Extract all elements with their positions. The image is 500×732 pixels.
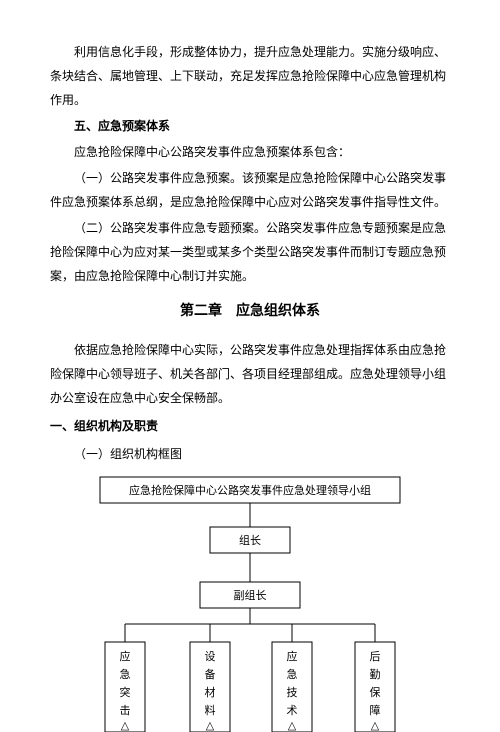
- node-b2-c3: 料: [205, 703, 216, 717]
- chapter-heading: 第二章 应急组织体系: [50, 298, 450, 326]
- paragraph-intro: 利用信息化手段，形成整体协力，提升应急处理能力。实施分级响应、条块结合、属地管理…: [50, 40, 450, 112]
- node-b2-c1: 备: [205, 667, 216, 681]
- node-b2-c2: 材: [205, 685, 216, 699]
- org-chart-svg: 应急抢险保障中心公路突发事件应急处理领导小组 组长 副组长 应 急 突 击 △ …: [70, 472, 430, 732]
- node-top-label: 应急抢险保障中心公路突发事件应急处理领导小组: [129, 483, 371, 497]
- paragraph-item-2: （二）公路突发事件应急专题预案。公路突发事件应急专题预案是应急抢险保障中心为应对…: [50, 216, 450, 288]
- node-b2-ell: △: [206, 720, 215, 732]
- node-b4-c0: 后: [370, 650, 381, 663]
- node-b3-ell: △: [288, 720, 297, 732]
- node-b4-ell: △: [371, 720, 380, 732]
- node-b3-c0: 应: [287, 649, 298, 663]
- paragraph-system-intro: 应急抢险保障中心公路突发事件应急预案体系包含：: [50, 140, 450, 164]
- node-b4-c1: 勤: [370, 668, 381, 681]
- node-leader-label: 组长: [239, 533, 261, 547]
- node-b1-c3: 击: [120, 704, 131, 717]
- node-b1-c2: 突: [120, 685, 131, 699]
- node-b1-c1: 急: [120, 667, 131, 681]
- paragraph-chapter-intro: 依据应急抢险保障中心实际，公路突发事件应急处理指挥体系由应急抢险保障中心领导班子…: [50, 338, 450, 410]
- node-b1-c0: 应: [120, 649, 131, 663]
- node-b3-c1: 急: [287, 667, 298, 681]
- heading-section-1: 一、组织机构及职责: [50, 414, 450, 438]
- node-b3-c3: 术: [287, 704, 298, 717]
- node-b4-c3: 障: [370, 703, 381, 717]
- subheading-1-1: （一）组织机构框图: [50, 442, 450, 466]
- heading-section-5: 五、应急预案体系: [50, 114, 450, 138]
- node-deputy-label: 副组长: [234, 588, 267, 602]
- node-b2-c0: 设: [205, 650, 216, 663]
- node-b3-c2: 技: [287, 686, 298, 699]
- org-chart: 应急抢险保障中心公路突发事件应急处理领导小组 组长 副组长 应 急 突 击 △ …: [50, 472, 450, 732]
- paragraph-item-1: （一）公路突发事件应急预案。该预案是应急抢险保障中心公路突发事件应急预案体系总纲…: [50, 166, 450, 214]
- node-b4-c2: 保: [370, 685, 381, 699]
- node-b1-ell: △: [121, 720, 130, 732]
